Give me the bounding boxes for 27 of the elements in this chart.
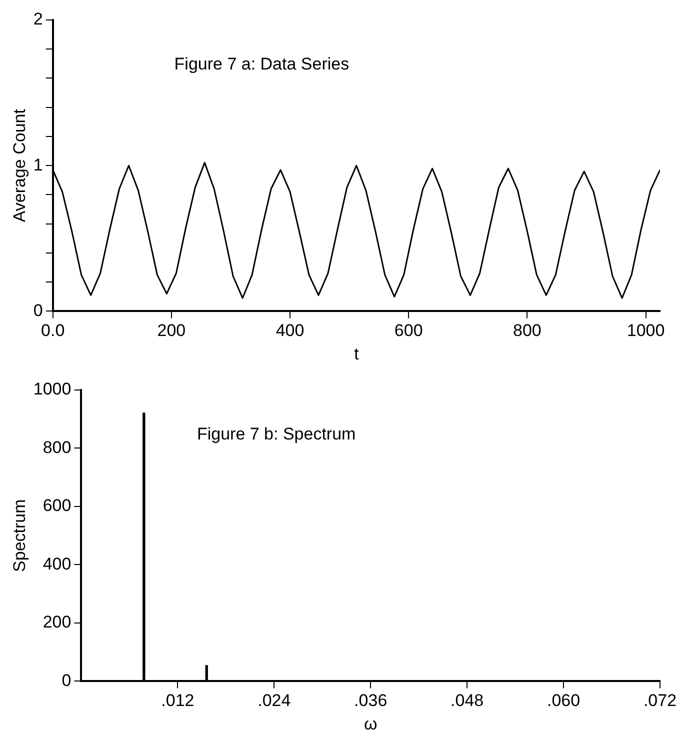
y-tick-label: 600 xyxy=(42,496,72,516)
y-tick-label: 1000 xyxy=(33,380,72,399)
y-axis-title: Spectrum xyxy=(10,499,29,572)
x-tick-label: 1000 xyxy=(626,321,665,340)
y-tick-label: 0 xyxy=(33,300,43,320)
y-axis-title: Average Count xyxy=(10,108,29,222)
x-tick-label: .024 xyxy=(258,691,291,710)
x-tick-label: 800 xyxy=(513,321,542,340)
x-axis-title: ω xyxy=(364,714,378,734)
x-tick-label: .072 xyxy=(643,691,677,710)
x-tick-label: 200 xyxy=(157,321,186,340)
y-tick-label: 1 xyxy=(33,155,43,174)
x-tick-label: .060 xyxy=(546,691,580,710)
x-tick-label: .048 xyxy=(450,691,484,710)
y-tick-label: 0 xyxy=(62,670,72,690)
text: Figure 7 a: Data Series xyxy=(174,54,350,74)
x-tick-label: .036 xyxy=(354,691,388,710)
x-tick-label: .012 xyxy=(161,691,194,710)
x-tick-label: 0.0 xyxy=(41,321,65,340)
x-tick-label: 400 xyxy=(276,321,304,340)
y-tick-label: 400 xyxy=(42,554,72,574)
y-tick-label: 200 xyxy=(42,612,72,632)
y-tick-label: 800 xyxy=(42,438,72,457)
text: Figure 7 b: Spectrum xyxy=(196,424,356,444)
y-tick-label: 2 xyxy=(33,10,43,29)
x-axis-title: t xyxy=(354,344,360,364)
x-tick-label: 600 xyxy=(394,321,423,340)
